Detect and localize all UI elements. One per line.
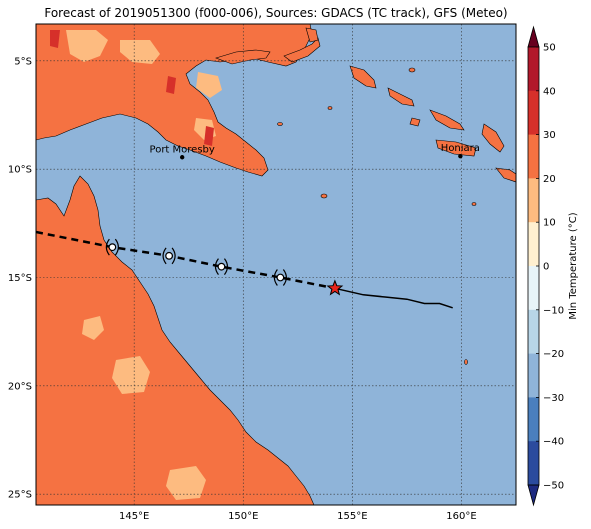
cyclone-icon	[214, 258, 229, 276]
colorbar-title: Min Temperature (°C)	[568, 212, 579, 319]
colorbar-band	[528, 90, 539, 136]
colorbar-tick-label: 10	[543, 218, 556, 229]
lon-tick-label: 160°E	[446, 511, 476, 522]
cyclone-track[interactable]	[36, 230, 453, 309]
longitude-ticks: 145°E 150°E 155°E 160°E	[119, 511, 477, 522]
colorbar-tick-label: −20	[543, 349, 564, 360]
map-area[interactable]: Port Moresby Honiara	[36, 24, 516, 505]
colorbar-tick-label: 30	[543, 130, 556, 141]
land-solomon-islands	[349, 65, 516, 183]
lon-tick-label: 155°E	[337, 511, 367, 522]
cyclone-icon	[273, 269, 287, 286]
cyclone-icon	[162, 247, 176, 265]
colorbar-band	[528, 397, 539, 442]
cyclone-center	[108, 243, 117, 252]
colorbar: 50 40 30 20 10 0 −10 −20 −30 −40 −50 Min Temperatur…	[527, 25, 579, 507]
lat-tick-label: 10°S	[8, 165, 32, 176]
colorbar-band	[528, 178, 539, 223]
colorbar-tick-label: 20	[543, 174, 556, 185]
lat-tick-label: 15°S	[8, 273, 32, 284]
place-dot	[458, 153, 463, 159]
colorbar-band	[528, 134, 539, 179]
small-islands	[277, 67, 477, 365]
lat-tick-label: 5°S	[14, 56, 32, 67]
colorbar-tick-label: 40	[543, 86, 556, 97]
colorbar-tick-label: 50	[543, 43, 556, 54]
lat-tick-label: 20°S	[8, 381, 32, 392]
colorbar-tick-label: −40	[543, 437, 564, 448]
cyclone-arm	[105, 238, 110, 256]
colorbar-band	[528, 47, 539, 92]
lon-tick-label: 145°E	[119, 511, 149, 522]
colorbar-extend-top	[527, 25, 540, 48]
colorbar-band	[528, 441, 539, 486]
place-label: Port Moresby	[150, 144, 215, 155]
cyclone-arm	[171, 247, 176, 265]
lat-tick-label: 25°S	[8, 490, 32, 501]
colorbar-tick-label: −50	[543, 481, 564, 492]
cyclone-center	[217, 262, 226, 271]
past-track-line	[334, 287, 453, 309]
map-title: Forecast of 2019051300 (f000-006), Sourc…	[44, 6, 508, 20]
colorbar-band	[528, 309, 539, 355]
colorbar-tick-label: −10	[543, 305, 564, 316]
cyclone-center	[165, 251, 173, 260]
colorbar-band	[528, 266, 539, 311]
cyclone-arm	[162, 247, 167, 265]
place-dot	[179, 155, 185, 160]
cyclone-icon	[105, 238, 119, 256]
cyclone-arm	[214, 258, 219, 276]
lon-tick-label: 150°E	[228, 511, 258, 522]
land-australia	[36, 175, 315, 505]
cyclone-arm	[114, 238, 119, 256]
current-position-star	[326, 279, 344, 296]
cyclone-arm	[223, 258, 229, 276]
land-new-guinea	[36, 24, 313, 177]
map-frame	[35, 23, 517, 506]
latitude-ticks: 5°S 10°S 15°S 20°S 25°S	[8, 56, 32, 500]
cyclone-arm	[273, 269, 278, 286]
place-label: Honiara	[441, 143, 480, 154]
colorbar-band	[528, 222, 539, 267]
cyclone-arm	[282, 269, 287, 286]
colorbar-band	[528, 353, 539, 398]
colorbar-extend-bottom	[527, 484, 540, 507]
place-markers: Port Moresby Honiara	[150, 143, 480, 160]
graticule	[36, 24, 516, 505]
colorbar-tick-label: 0	[543, 262, 549, 273]
cyclone-center	[276, 273, 285, 282]
forecast-track-line	[36, 230, 336, 290]
colorbar-tick-label: −30	[543, 393, 564, 404]
